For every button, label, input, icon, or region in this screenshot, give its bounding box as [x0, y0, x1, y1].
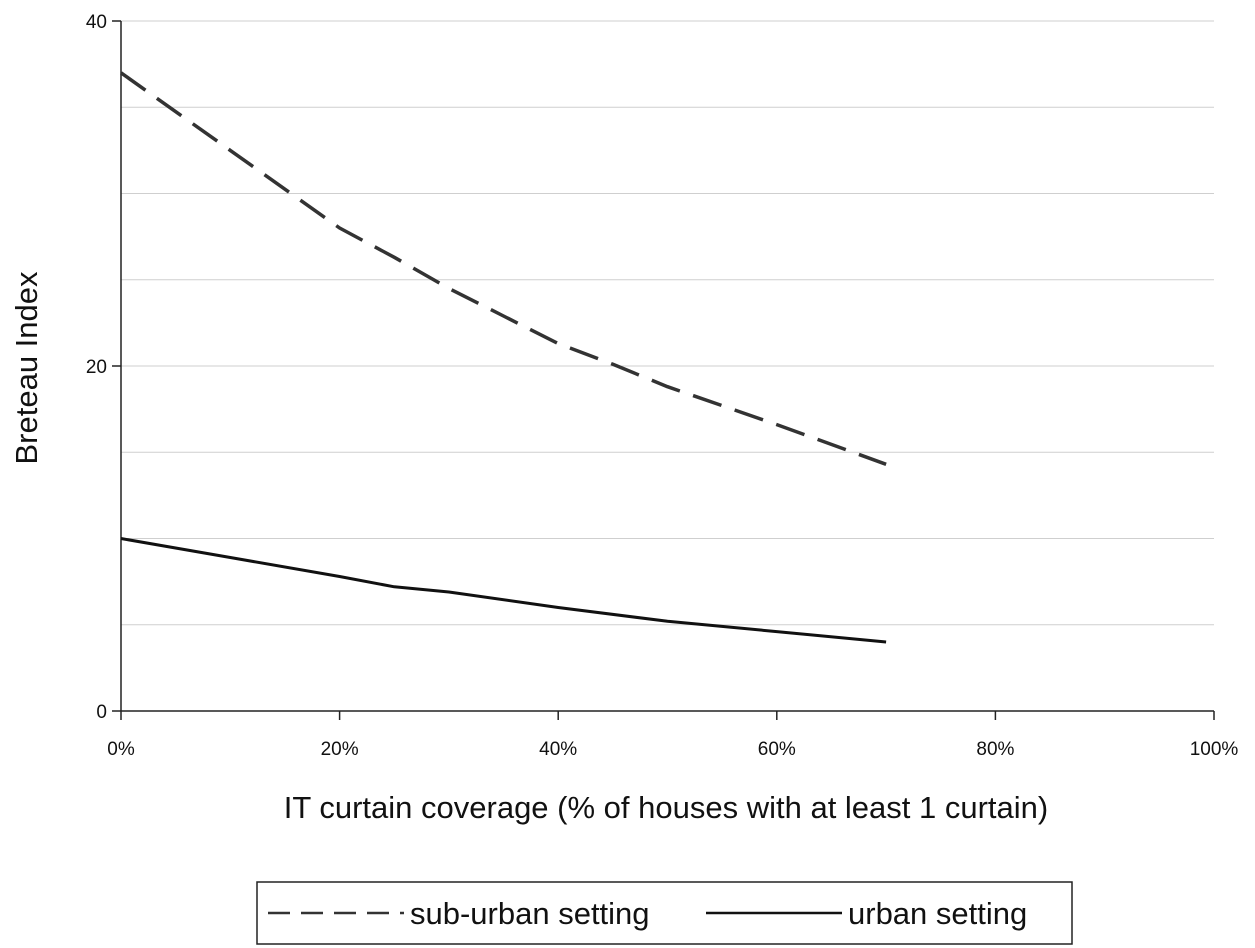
x-tick-label: 20%: [321, 739, 359, 760]
y-tick-label: 40: [86, 12, 107, 33]
series-lines: [119, 71, 887, 644]
x-tick-label: 0%: [107, 739, 135, 760]
series-line-sub-urban: [119, 71, 887, 466]
legend-label-urban: urban setting: [848, 896, 1027, 931]
x-tick-label: 100%: [1190, 739, 1239, 760]
legend-label-sub-urban: sub-urban setting: [410, 896, 650, 931]
legend-box: [256, 881, 1073, 945]
y-tick-label: 20: [86, 357, 107, 378]
y-tick-label: 0: [96, 702, 107, 723]
x-axis-label: IT curtain coverage (% of houses with at…: [284, 790, 1048, 825]
x-tick-label: 60%: [758, 739, 796, 760]
axes: [112, 20, 1215, 720]
legend: sub-urban setting urban setting: [256, 881, 1073, 945]
gridlines: [121, 20, 1214, 626]
series-line-urban: [120, 537, 887, 644]
y-axis-label: Breteau Index: [9, 271, 44, 465]
x-tick-label: 80%: [976, 739, 1014, 760]
tick-labels: 0 20 40 0% 20% 40% 60% 80% 100%: [86, 12, 1239, 760]
x-tick-label: 40%: [539, 739, 577, 760]
